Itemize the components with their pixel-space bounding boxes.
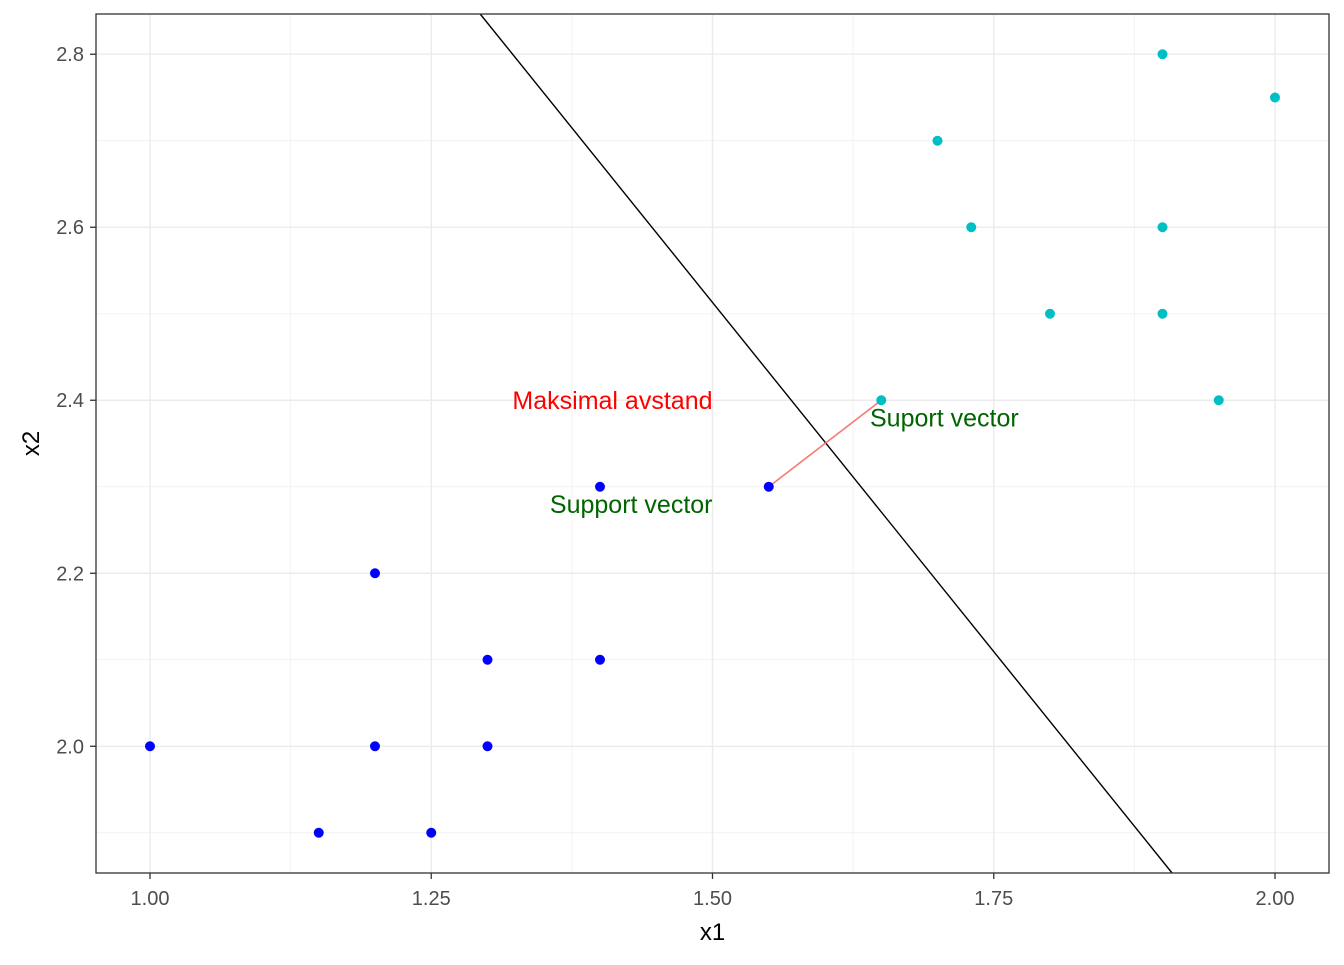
y-tick-label: 2.4 (56, 390, 84, 412)
data-point (145, 741, 155, 752)
data-point (1213, 395, 1224, 406)
data-point (1045, 308, 1055, 319)
x-tick-label: 1.25 (412, 888, 451, 910)
data-point (1157, 222, 1168, 233)
annotation-label: Suport vector (870, 405, 1019, 433)
x-axis-title: x1 (700, 919, 725, 946)
x-tick-label: 1.00 (131, 888, 170, 910)
data-point (1270, 92, 1280, 103)
data-point (370, 741, 380, 752)
y-axis-title: x2 (18, 431, 45, 456)
y-tick-label: 2.8 (56, 44, 84, 66)
annotation-label: Support vector (550, 491, 713, 519)
data-point (595, 654, 605, 665)
data-point (595, 481, 605, 492)
annotations-layer: Maksimal avstand Suport vector Support vec… (512, 387, 1018, 519)
x-tick-label: 2.00 (1256, 888, 1295, 910)
data-point (932, 135, 943, 146)
y-tick-label: 2.6 (56, 217, 84, 239)
data-point (313, 827, 324, 838)
data-point (370, 568, 380, 579)
x-tick-label: 1.75 (974, 888, 1013, 910)
x-axis: 1.00 1.25 1.50 1.75 2.00 (131, 873, 1295, 910)
annotation-label: Maksimal avstand (512, 387, 712, 415)
margin-line (768, 399, 882, 488)
data-point (876, 395, 887, 406)
y-axis: 2.0 2.2 2.4 2.6 2.8 (56, 44, 96, 758)
data-point (1157, 308, 1168, 319)
data-point (482, 654, 493, 665)
data-point (426, 827, 437, 838)
data-point (482, 741, 493, 752)
data-point (763, 481, 774, 492)
grid-major (96, 14, 1329, 873)
lines-layer (479, 13, 1173, 874)
y-tick-label: 2.2 (56, 563, 84, 585)
data-point (1157, 49, 1168, 60)
x-tick-label: 1.50 (693, 888, 732, 910)
y-tick-label: 2.0 (56, 736, 84, 758)
points-layer (145, 49, 1280, 838)
data-point (966, 222, 977, 233)
